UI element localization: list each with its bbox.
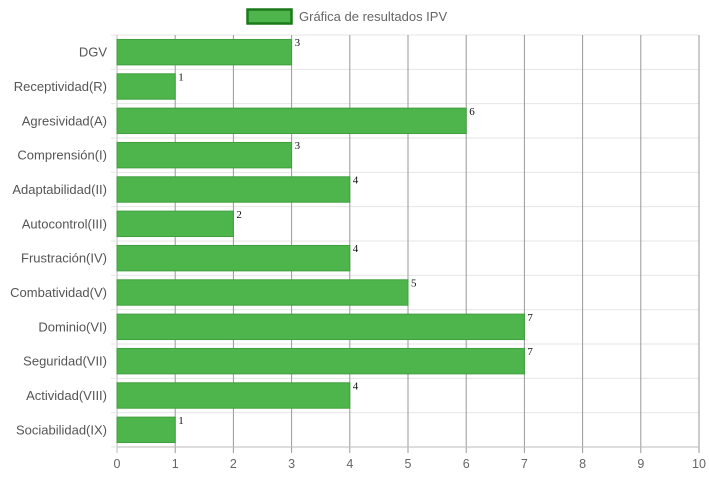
category-label: Sociabilidad(IX) [16,422,107,437]
x-tick-label: 4 [346,457,353,471]
chart-legend[interactable]: Gráfica de resultados IPV [246,8,448,25]
bar[interactable] [116,279,409,306]
x-tick-label: 10 [692,457,706,471]
data-label: 4 [353,381,359,393]
category-label: Comprensión(I) [17,148,107,163]
data-label: 4 [353,243,359,255]
x-tick-label: 9 [637,457,644,471]
data-label: 6 [469,106,475,118]
data-label: 3 [295,140,301,152]
x-tick-label: 8 [579,457,586,471]
bar[interactable] [116,210,234,238]
x-tick-label: 5 [405,457,412,471]
category-label: Dominio(VI) [38,319,107,334]
category-label: DGV [79,45,108,60]
legend-label: Gráfica de resultados IPV [299,9,447,24]
data-label: 3 [295,37,301,49]
bar[interactable] [116,141,293,169]
category-label: Autocontrol(III) [22,216,107,231]
category-label: Adaptabilidad(II) [12,182,107,197]
x-tick-label: 3 [288,457,295,471]
bar[interactable] [116,347,525,375]
data-label: 1 [178,415,184,427]
bar[interactable] [116,382,351,409]
data-label: 7 [527,312,533,324]
x-tick-label: 0 [114,457,121,471]
x-tick-label: 6 [463,457,470,471]
legend-swatch[interactable] [246,8,293,25]
bar[interactable] [116,244,351,272]
x-tick-label: 1 [172,457,179,471]
category-label: Frustración(IV) [21,251,107,266]
bar[interactable] [116,416,176,444]
category-label: Seguridad(VII) [23,354,107,369]
category-label: Receptividad(R) [14,79,107,94]
x-tick-label: 2 [230,457,237,471]
bar[interactable] [116,73,176,100]
data-label: 2 [236,209,242,221]
category-label: Combatividad(V) [10,285,107,300]
bar[interactable] [116,107,467,135]
category-axis: DGV Receptividad(R) Agresividad(A) Comprens… [10,45,107,438]
category-label: Actividad(VIII) [26,388,107,403]
data-label: 4 [353,175,359,187]
bar[interactable] [116,38,293,66]
data-label: 7 [527,346,533,358]
data-label: 1 [178,72,184,84]
category-label: Agresividad(A) [22,113,107,128]
value-axis: 0 1 2 3 4 5 6 7 8 9 10 [114,457,706,471]
bar-series [116,38,525,444]
data-labels: 3 1 6 3 4 2 4 5 7 7 4 1 [178,37,533,427]
x-tick-label: 7 [521,457,528,471]
bar[interactable] [116,176,351,203]
bar[interactable] [116,313,525,341]
data-label: 5 [411,278,417,290]
